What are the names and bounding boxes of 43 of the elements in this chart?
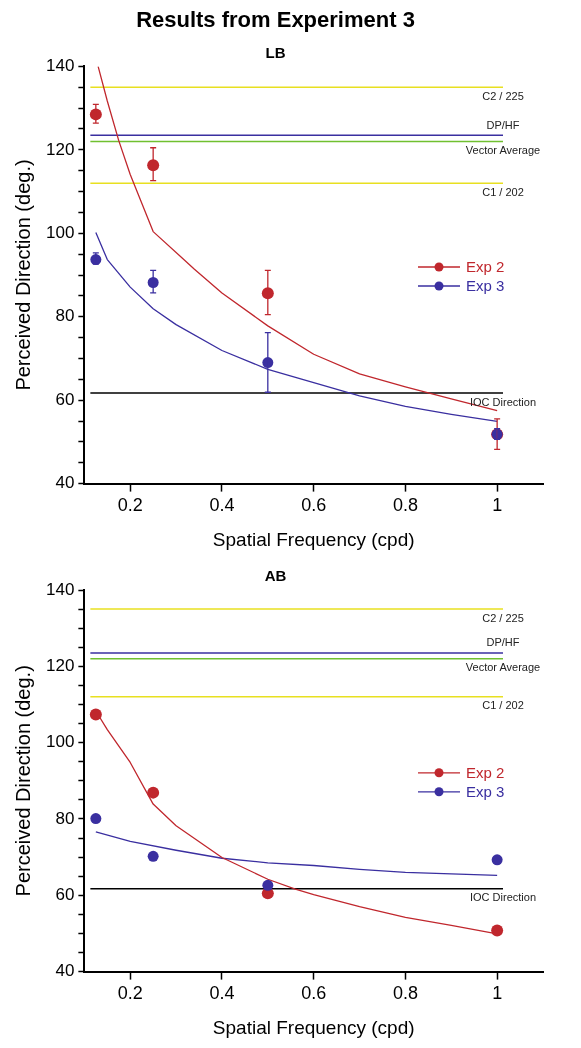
y-tick-label: 120 [45,139,75,159]
y-tick-label: 140 [45,579,75,599]
chart-title: AB [264,567,287,585]
x-tick-label: 0.4 [209,983,235,1004]
y-tick-label: 120 [45,656,75,676]
ref-line-label: C1 / 202 [482,185,524,198]
x-axis-title: Spatial Frequency (cpd) [212,528,415,550]
x-tick-label: 0.4 [209,495,235,516]
ref-line-label: Vector Average [465,661,541,674]
y-axis-title: Perceived Direction (deg.) [11,159,34,391]
x-tick-label: 0.2 [117,495,143,516]
x-tick-label: 0.8 [392,495,418,516]
ref-line-label: DP/HF [486,636,520,649]
ref-line-label: IOC Direction [469,891,537,904]
y-tick-label: 60 [55,884,75,904]
y-tick-label: 80 [55,306,75,326]
chart-subtitle: LB [265,43,286,61]
legend-label: Exp 3 [466,782,505,800]
legend-label: Exp 2 [466,258,505,276]
ref-line-label: C1 / 202 [482,699,524,712]
ref-line-label: Vector Average [465,144,541,157]
y-tick-label: 100 [45,222,75,242]
y-tick-label: 60 [55,389,75,409]
x-tick-label: 0.8 [392,983,418,1004]
y-tick-label: 40 [55,473,75,493]
y-tick-label: 140 [45,56,75,76]
ref-line-label: DP/HF [486,118,520,131]
y-axis-title: Perceived Direction (deg.) [11,665,34,897]
ref-line-label: C2 / 225 [482,611,524,624]
y-tick-label: 40 [55,961,75,981]
x-tick-label: 0.6 [301,983,327,1004]
x-tick-label: 1 [492,495,503,516]
chart-title: Results from Experiment 3 [136,7,415,33]
x-tick-label: 1 [492,983,503,1004]
y-tick-label: 80 [55,808,75,828]
legend-label: Exp 2 [466,763,505,781]
x-tick-label: 0.6 [301,495,327,516]
y-tick-label: 100 [45,732,75,752]
x-tick-label: 0.2 [117,983,143,1004]
ref-line-label: IOC Direction [469,395,537,408]
ref-line-label: C2 / 225 [482,89,524,102]
legend-label: Exp 3 [466,277,505,295]
x-axis-title: Spatial Frequency (cpd) [212,1016,415,1038]
